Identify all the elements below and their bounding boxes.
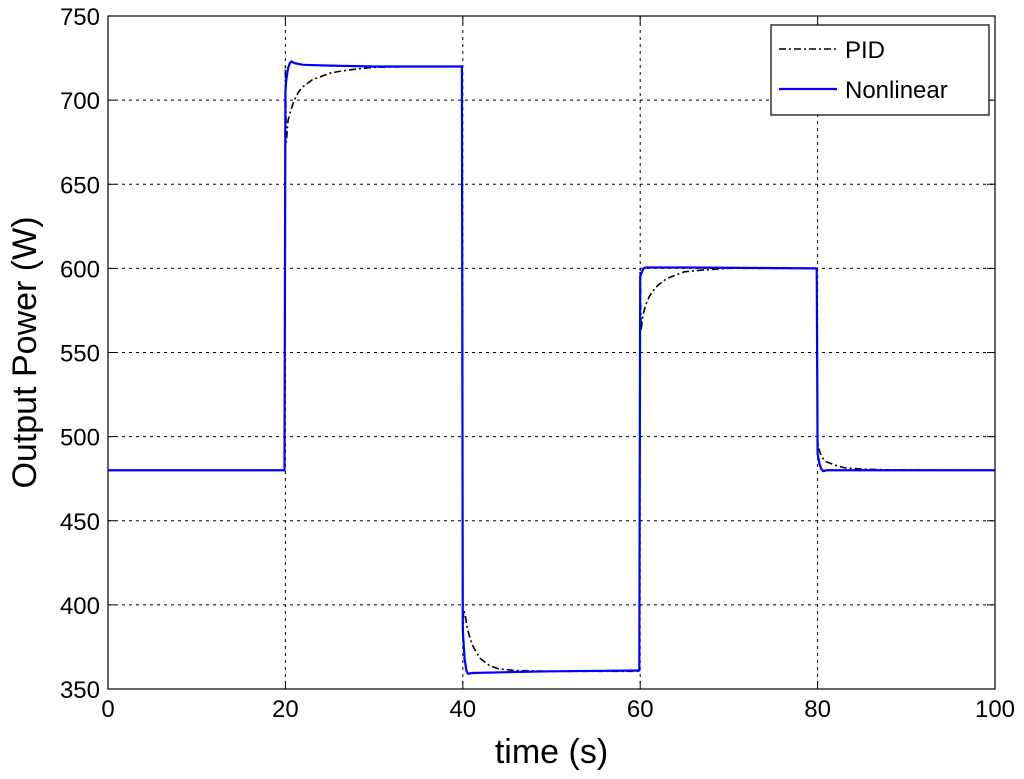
y-tick-labels: 350 400 450 500 550 600 650 700 750	[60, 4, 100, 704]
x-tick-label: 100	[975, 696, 1015, 723]
y-tick-label: 700	[60, 88, 100, 115]
x-tick-label: 80	[804, 696, 831, 723]
y-tick-label: 450	[60, 509, 100, 536]
y-tick-label: 750	[60, 4, 100, 31]
legend: PID Nonlinear	[770, 24, 990, 116]
y-axis-label: Output Power (W)	[6, 216, 44, 488]
legend-label-pid: PID	[845, 37, 885, 64]
x-axis-label: time (s)	[495, 733, 608, 771]
tick-marks	[107, 15, 996, 690]
x-tick-label: 0	[101, 696, 114, 723]
x-tick-label: 20	[272, 696, 299, 723]
x-tick-label: 40	[449, 696, 476, 723]
y-tick-label: 400	[60, 593, 100, 620]
y-tick-label: 500	[60, 425, 100, 452]
series-line-nonlinear	[108, 60, 995, 675]
y-tick-label: 350	[60, 677, 100, 704]
x-tick-label: 60	[627, 696, 654, 723]
y-tick-label: 600	[60, 256, 100, 283]
legend-box	[770, 24, 990, 116]
y-tick-label: 550	[60, 341, 100, 368]
legend-label-nonlinear: Nonlinear	[845, 77, 948, 104]
y-tick-label: 650	[60, 172, 100, 199]
x-tick-labels: 0 20 40 60 80 100	[101, 696, 1015, 723]
series-lines	[108, 60, 996, 675]
